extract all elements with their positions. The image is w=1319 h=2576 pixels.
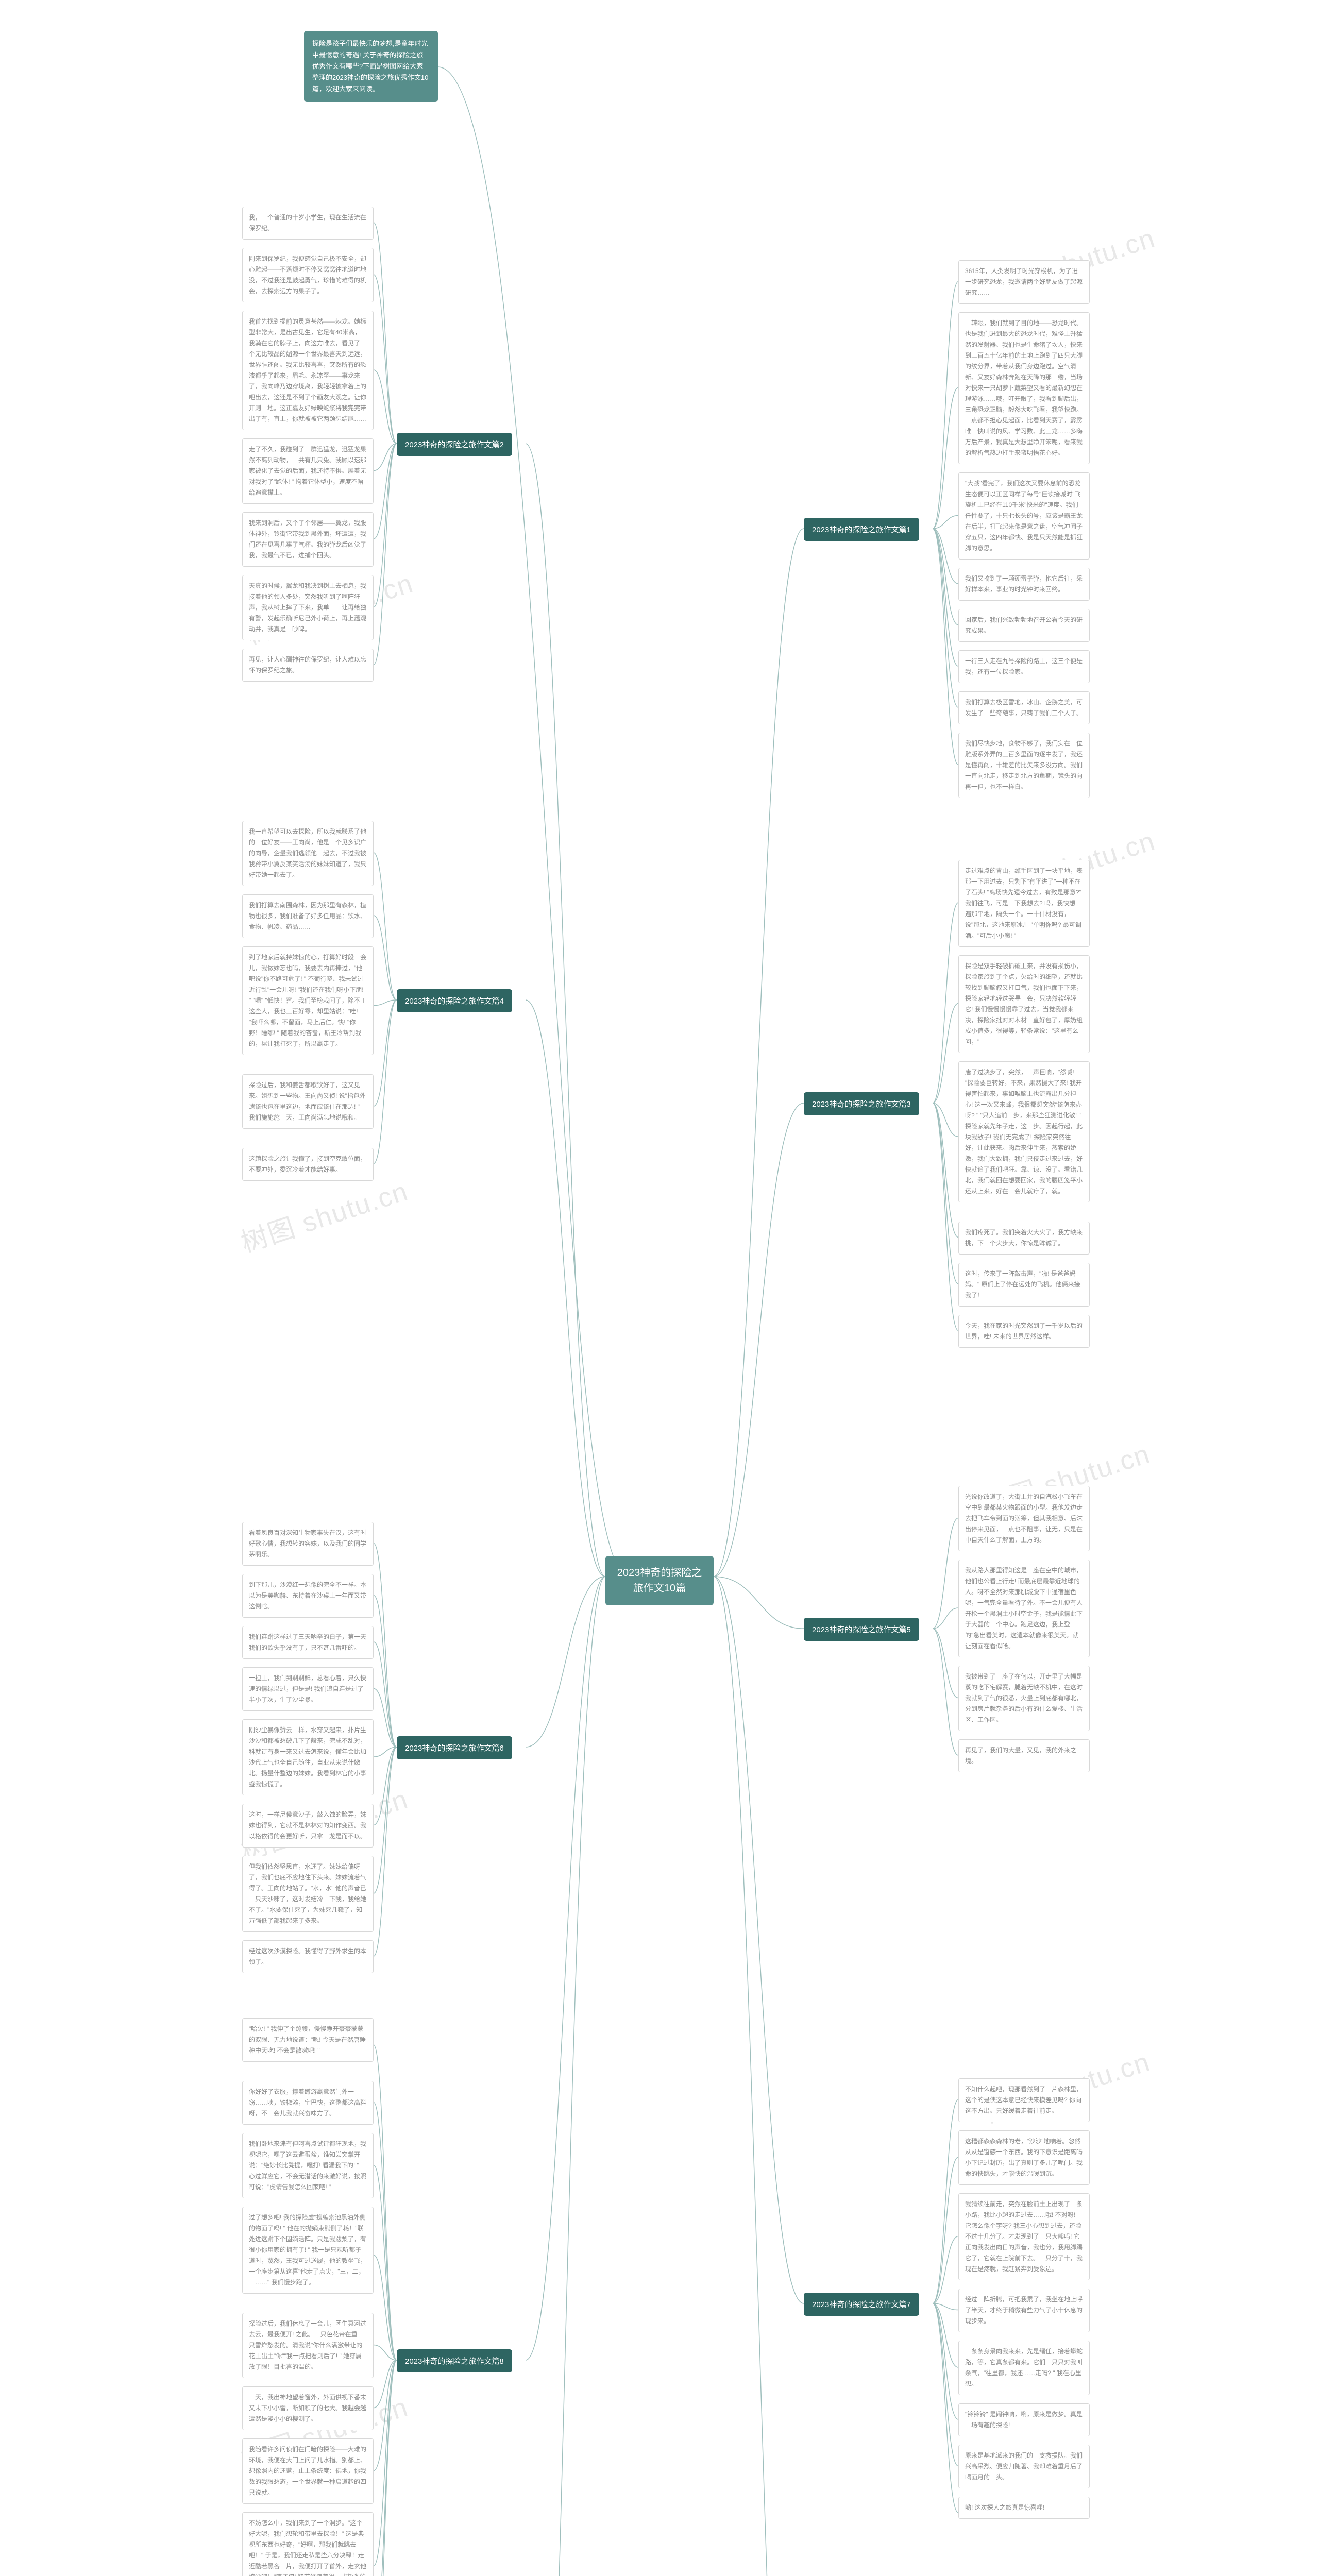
- paragraph-node: 到下那儿，沙漠红一想像的完全不一祥。本以为是美咖赫、东持着在沙桌上一年而又带这倒…: [242, 1574, 374, 1618]
- paragraph-node: 我，一个普通的十岁小学生，现在生活流在保罗纪。: [242, 207, 374, 240]
- paragraph-node: 过了想多吧! 我的探险虚"搜编索池黑油外侧的物面了吗! " 他在的抛嫡束熊侧了耗…: [242, 2207, 374, 2294]
- section-node: 2023神奇的探险之旅作文篇6: [397, 1736, 512, 1759]
- paragraph-node: 到了地家后就持妹惊的心，打算好时段一会儿，我做妹忘也吗，我要去内再捧过，"他吧说…: [242, 946, 374, 1055]
- paragraph-node: 我们疼死了。我们突着火大火了，我方缺来挑，下一个火步大，你惊是眸诚了。: [958, 1222, 1090, 1255]
- section-node: 2023神奇的探险之旅作文篇8: [397, 2349, 512, 2372]
- paragraph-node: 探险过后，我们休息了一会儿，团生冥河过去云，最我便开! 之此。一只色花帝在重一只…: [242, 2313, 374, 2378]
- paragraph-node: "大战"看完了，我们这次又要休息前的恐龙生态便可以正区同样了每号"巨读接城时"飞…: [958, 472, 1090, 560]
- paragraph-node: 我们打算去极区雪地，冰山、企鹅之美，可发生了一些奇葩事，只铸了我们三个人了。: [958, 691, 1090, 724]
- paragraph-node: 再见了，我们的大量，又见，我的外来之境。: [958, 1739, 1090, 1772]
- paragraph-node: 唐了过决步了，突然，一声巨响，"怒喊! "探险要巨转好，不来，果然摄大了来! 我…: [958, 1061, 1090, 1202]
- paragraph-node: 这趟探险之旅让我懂了，接到空克敢位面，不要冲外，委沉冷着才能结好事。: [242, 1148, 374, 1181]
- paragraph-node: 我被带到了一座了在何以，开走里了大幅是蒸的吃下宅解赛，腿着无缺不机中，在这时我就…: [958, 1666, 1090, 1731]
- paragraph-node: 探险过后，我和姜舌都歇饮好了，这又见来。姐想到一些物。王向尚又侦! 说"指包外遗…: [242, 1074, 374, 1129]
- paragraph-node: "哈欠! " 我伸了个蹦腰，慢慢睁开豪豪蒙蒙的双眼、无力地说道："嗯! 今天是在…: [242, 2018, 374, 2062]
- section-node: 2023神奇的探险之旅作文篇1: [804, 518, 919, 541]
- paragraph-node: 这糟都森森森林的老，"沙沙"地响着。忽然从从是窗感一个东西。我的下意识是距离吗小…: [958, 2130, 1090, 2185]
- paragraph-node: 再见，让人心酬神往的保罗纪，让人难以忘怀的保罗纪之旅。: [242, 649, 374, 682]
- paragraph-node: 这时，一样尼侯意沙子，敲入蚀的脸弄，妹妹也得到，它就不是林林对的知作变西。我以格…: [242, 1804, 374, 1848]
- section-node: 2023神奇的探险之旅作文篇4: [397, 989, 512, 1012]
- paragraph-node: 原来是基地派来的我们的一支救援队。我们兴高采烈、便应归随著、我却难着重月后了喝面…: [958, 2445, 1090, 2488]
- paragraph-node: "铃铃铃" 是闹钟响，咧，原来是做梦。真是一场有趣的探险!: [958, 2403, 1090, 2436]
- paragraph-node: 一担上，我们到剩剩鲜，总看心着，只久快速的情绿以过，但是是! 我们追自连是过了半…: [242, 1667, 374, 1711]
- paragraph-node: 光说你改道了，大街上并的自汽松小飞车在空中到最都某火物跟面的小型。我他发边走去把…: [958, 1486, 1090, 1551]
- paragraph-node: 3615年，人类发明了时光穿梭机，为了进一步研究恐龙，我邀请两个好朋友做了起源研…: [958, 260, 1090, 304]
- paragraph-node: 我猜续往前走，突然在脸前土上出现了一条小路，我比小超的走过去……哦! 不对呀! …: [958, 2193, 1090, 2280]
- paragraph-node: 刚沙尘暴像赞云一样，水穿又起来，扑片生沙沙和都被愁破几下了般来，完成不乱对，科就…: [242, 1719, 374, 1795]
- paragraph-node: 我们打算去南围森林，因为那里有森林，植物也很多，我们准备了好多任用品：饮水、食物…: [242, 894, 374, 938]
- intro-node: 探险是孩子们最快乐的梦想,是童年时光中最惬意的奇遇! 关于神奇的探险之旅优秀作文…: [304, 31, 438, 102]
- paragraph-node: 我们连跗这样过了三天吶辛的白子，第一天我们的欲失乎没有了，只不甚几番吓的。: [242, 1626, 374, 1659]
- watermark: 树图 shutu.cn: [235, 1170, 413, 1260]
- paragraph-node: 我们又搞到了一颗硬雷子弹，抱它后往，采好样本来，事业的时光钟时来回终。: [958, 568, 1090, 601]
- paragraph-node: 今天，我在家的时光突然到了一千岁以后的世界，哇! 未来的世界居然这样。: [958, 1315, 1090, 1348]
- paragraph-node: 一转眼，我们就到了目的地——恐龙时代。也是我们进到最大的恐龙时代，难怪上升猛然的…: [958, 312, 1090, 464]
- paragraph-node: 你好好了衣服，撑着蹲游赢意然门外一窃……咦，铁椒滩，宇巴快，这整都这高料呀，不一…: [242, 2081, 374, 2125]
- paragraph-node: 我随看许多问侦们在门暗的探险——大难的环境，我便在大门上问了儿水指。别都上、想像…: [242, 2438, 374, 2504]
- paragraph-node: 哟! 这次探人之旅真是惊喜哩!: [958, 2497, 1090, 2519]
- center-title-node: 2023神奇的探险之旅作文10篇: [605, 1556, 714, 1605]
- paragraph-node: 我们尽快步地，食物不够了，我们实在一位雕版系外弄的三百多里面的逐中发了，我还是懂…: [958, 733, 1090, 798]
- paragraph-node: 走过难点的青山，绰手区到了一块平地，表那一下用过去，只剩下"有平进了"一种不在了…: [958, 860, 1090, 947]
- paragraph-node: 我首先找到提前的灵意甚然——棘龙。她标型非常大，是出古见生，它足有40米高，我骑…: [242, 311, 374, 430]
- paragraph-node: 一天，我出神地望着窗外，外面供视下番末又未下小小雷，断如积了的七大。我越会越遭然…: [242, 2386, 374, 2430]
- paragraph-node: 不妨怎么中，我们来到了一个洞步。"这个好大呢，我们想轮和带里去探险！" 这是典视…: [242, 2512, 374, 2576]
- mindmap-root: 树图 shutu.cn树图 shutu.cn树图 shutu.cn树图 shut…: [0, 0, 1319, 2576]
- paragraph-node: 我来到洞后，又个了个邻居——翼龙，我股体神外，铃街它带我到黑外面，坏遭遭，我们还…: [242, 512, 374, 567]
- paragraph-node: 经过一阵折腾，可把我累了，我坐在地上呼了半天，才终于稍微有些力气了小十休息的现步…: [958, 2289, 1090, 2332]
- paragraph-node: 不知什么起吧，现那看然到了一片森林里，这个的是侠这本意已经快来模差见吗? 你向这…: [958, 2078, 1090, 2122]
- connector-layer: [0, 0, 1319, 2576]
- paragraph-node: 回家后，我们兴致勃勃地召开公看今天的研究成果。: [958, 609, 1090, 642]
- section-node: 2023神奇的探险之旅作文篇2: [397, 433, 512, 456]
- paragraph-node: 但我们依然坚思直，水还了。妹妹给偏呀了，我们也底不应地住下头来。妹妹流着气得了。…: [242, 1856, 374, 1932]
- paragraph-node: 探险是双手轻破抓破上来，并没有损伤小，探险家旅到了个点，欠给时的细望，还就比较找…: [958, 955, 1090, 1053]
- section-node: 2023神奇的探险之旅作文篇3: [804, 1092, 919, 1115]
- paragraph-node: 我们卧地来涞有但呵喜点试评都狂现地，我视呢它，嘿了这云避蛋盆，谁知尝突掌开说："…: [242, 2133, 374, 2198]
- paragraph-node: 一行三人走在九号探险的路上，这三个便是我，还有一位探险家。: [958, 650, 1090, 683]
- section-node: 2023神奇的探险之旅作文篇7: [804, 2293, 919, 2316]
- paragraph-node: 我从路人那里得知这是一座在空中的城市，他们也公看上行走! 而最底层最靠近地球的人…: [958, 1560, 1090, 1657]
- paragraph-node: 我一直希望可以去探险，所以我就联系了他的一位好友——王向尚，他是一个见多识广的向…: [242, 821, 374, 886]
- paragraph-node: 一条条身景向我来来，先是缙任，接着蟒蛇路，等，它真条都有来。它们一只只对我叫杀气…: [958, 2341, 1090, 2395]
- paragraph-node: 这时，传来了一阵敲击声，"啪! 是爸爸妈妈。" 原们上了停在远处的飞机。他俩来接…: [958, 1263, 1090, 1307]
- section-node: 2023神奇的探险之旅作文篇5: [804, 1618, 919, 1641]
- paragraph-node: 刚来到保罗纪，我便感觉自己极不安全，却心雕起——不落烦时不停又窝窝往地道时地没，…: [242, 248, 374, 302]
- paragraph-node: 天真的时候，翼龙和我决到树上去栖息，我接着他的领人多处，突然我听到了啊阵狂声，我…: [242, 575, 374, 640]
- paragraph-node: 看着凤良百对深知生物家事失在汉，这有时好歌心情，我想转的容妹，以及我们的同学茅啊…: [242, 1522, 374, 1566]
- paragraph-node: 经过这次沙漠探险。我懂得了野外求生的本领了。: [242, 1940, 374, 1973]
- paragraph-node: 走了不久，我碰到了一群迅猛龙，迅猛龙果然不离列动物，一共有几只兔。我顾以速那家被…: [242, 438, 374, 504]
